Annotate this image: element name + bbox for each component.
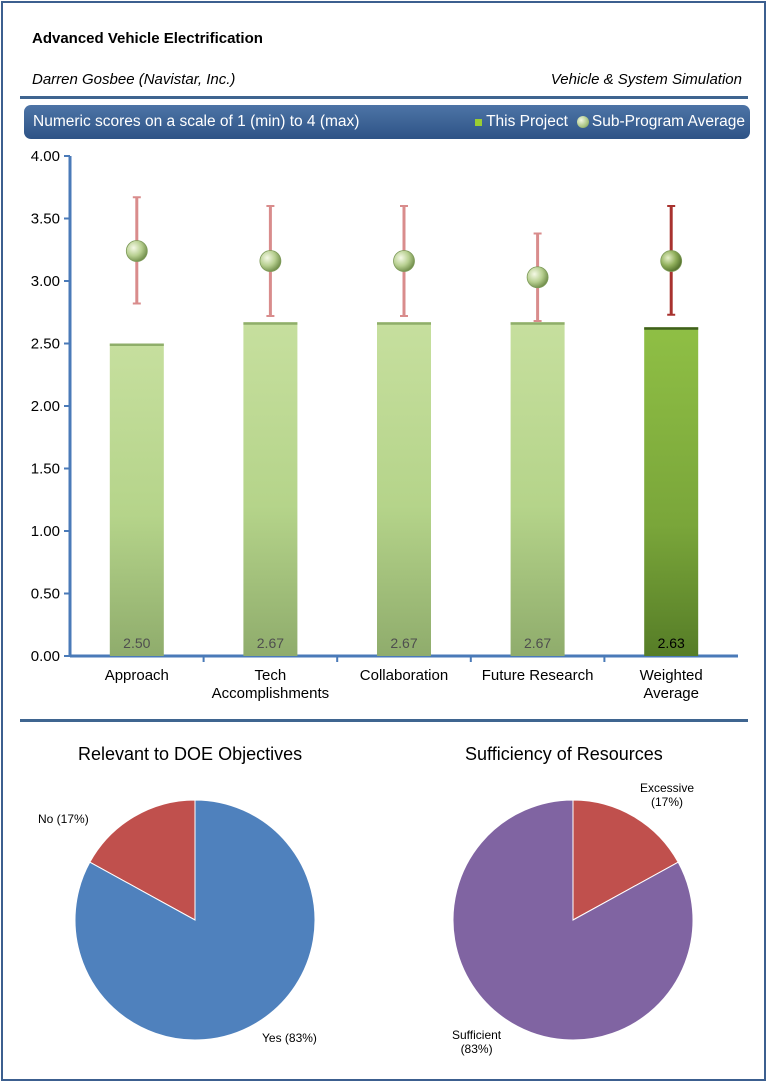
pie-label-yes: Yes (83%)	[262, 1031, 317, 1045]
score-bar-chart: 0.00 0.50 1.00 1.50 2.00 2.50 3.00 3.50 4.00 2.50…	[31, 148, 738, 702]
legend-bar-swatch	[475, 118, 483, 126]
bar-top-edge	[377, 322, 431, 325]
pie-title-resources: Sufficiency of Resources	[465, 744, 663, 764]
pie-title-relevance: Relevant to DOE Objectives	[78, 744, 303, 764]
pie-label-excessive: Excessive (17%)	[640, 781, 694, 809]
y-tick-label: 4.00	[31, 148, 60, 165]
sub-program-average-point	[125, 240, 148, 262]
pie-label-no: No (17%)	[38, 812, 89, 826]
bar-top-edge	[109, 343, 164, 346]
x-category-label: Approach	[105, 667, 169, 684]
sub-program-average-point	[259, 250, 282, 272]
pie-chart-resources	[452, 799, 694, 1041]
x-category-label: Future Research	[482, 667, 594, 684]
legend-dot-swatch	[576, 116, 589, 128]
program-category: Vehicle & System Simulation	[550, 71, 742, 88]
bar-this-project	[109, 343, 164, 656]
scale-note: Numeric scores on a scale of 1 (min) to …	[33, 113, 360, 130]
bar-top-edge	[644, 327, 699, 330]
section-divider	[20, 719, 748, 722]
sub-program-average-point	[393, 250, 415, 272]
pie-slice	[572, 799, 679, 921]
bar-this-project	[644, 327, 699, 656]
x-category-label: Collaboration	[360, 667, 448, 684]
bar-top-edge	[510, 322, 565, 325]
legend-banner: Numeric scores on a scale of 1 (min) to …	[24, 105, 750, 139]
sub-program-average-point	[660, 250, 683, 272]
x-category-label: Accomplishments	[212, 685, 330, 702]
bar-value-label: 2.67	[524, 635, 551, 651]
x-category-label: Weighted	[640, 667, 703, 684]
y-tick-label: 1.50	[31, 461, 60, 478]
bar-value-label: 2.67	[390, 635, 417, 651]
report-title: Advanced Vehicle Electrification	[32, 30, 263, 47]
y-tick-label: 0.00	[31, 648, 60, 665]
pie-slice	[74, 799, 316, 1041]
pie-slice	[452, 799, 694, 1041]
pie-label-sufficient: Sufficient (83%)	[452, 1028, 501, 1056]
chart-legend: This Project Sub-Program Average	[475, 113, 745, 131]
legend-this-project: This Project	[486, 113, 568, 130]
bar-value-label: 2.67	[257, 635, 284, 651]
sub-program-average-point	[526, 266, 549, 289]
bar-this-project	[510, 322, 565, 656]
y-tick-label: 3.50	[31, 211, 60, 228]
y-tick-label: 3.00	[31, 273, 60, 290]
bar-this-project	[377, 322, 431, 656]
pie-label-excessive-name: Excessive (17%)	[640, 781, 695, 809]
bar-this-project	[243, 322, 298, 656]
y-tick-label: 2.00	[31, 398, 60, 415]
author-name: Darren Gosbee (Navistar, Inc.)	[32, 71, 236, 88]
y-tick-label: 1.00	[31, 523, 60, 540]
pie-chart-relevance	[74, 799, 316, 1041]
header-divider	[20, 96, 748, 99]
bar-value-label: 2.50	[123, 635, 150, 651]
bar-top-edge	[243, 322, 298, 325]
y-tick-label: 0.50	[31, 586, 60, 603]
x-category-label: Average	[643, 685, 699, 702]
legend-sub-program-average: Sub-Program Average	[591, 113, 745, 130]
bar-value-label: 2.63	[658, 635, 685, 651]
pie-label-sufficient-name: Sufficient (83%)	[452, 1028, 502, 1056]
pie-slice	[89, 799, 196, 921]
x-category-label: Tech	[255, 667, 287, 684]
y-tick-label: 2.50	[31, 336, 60, 353]
